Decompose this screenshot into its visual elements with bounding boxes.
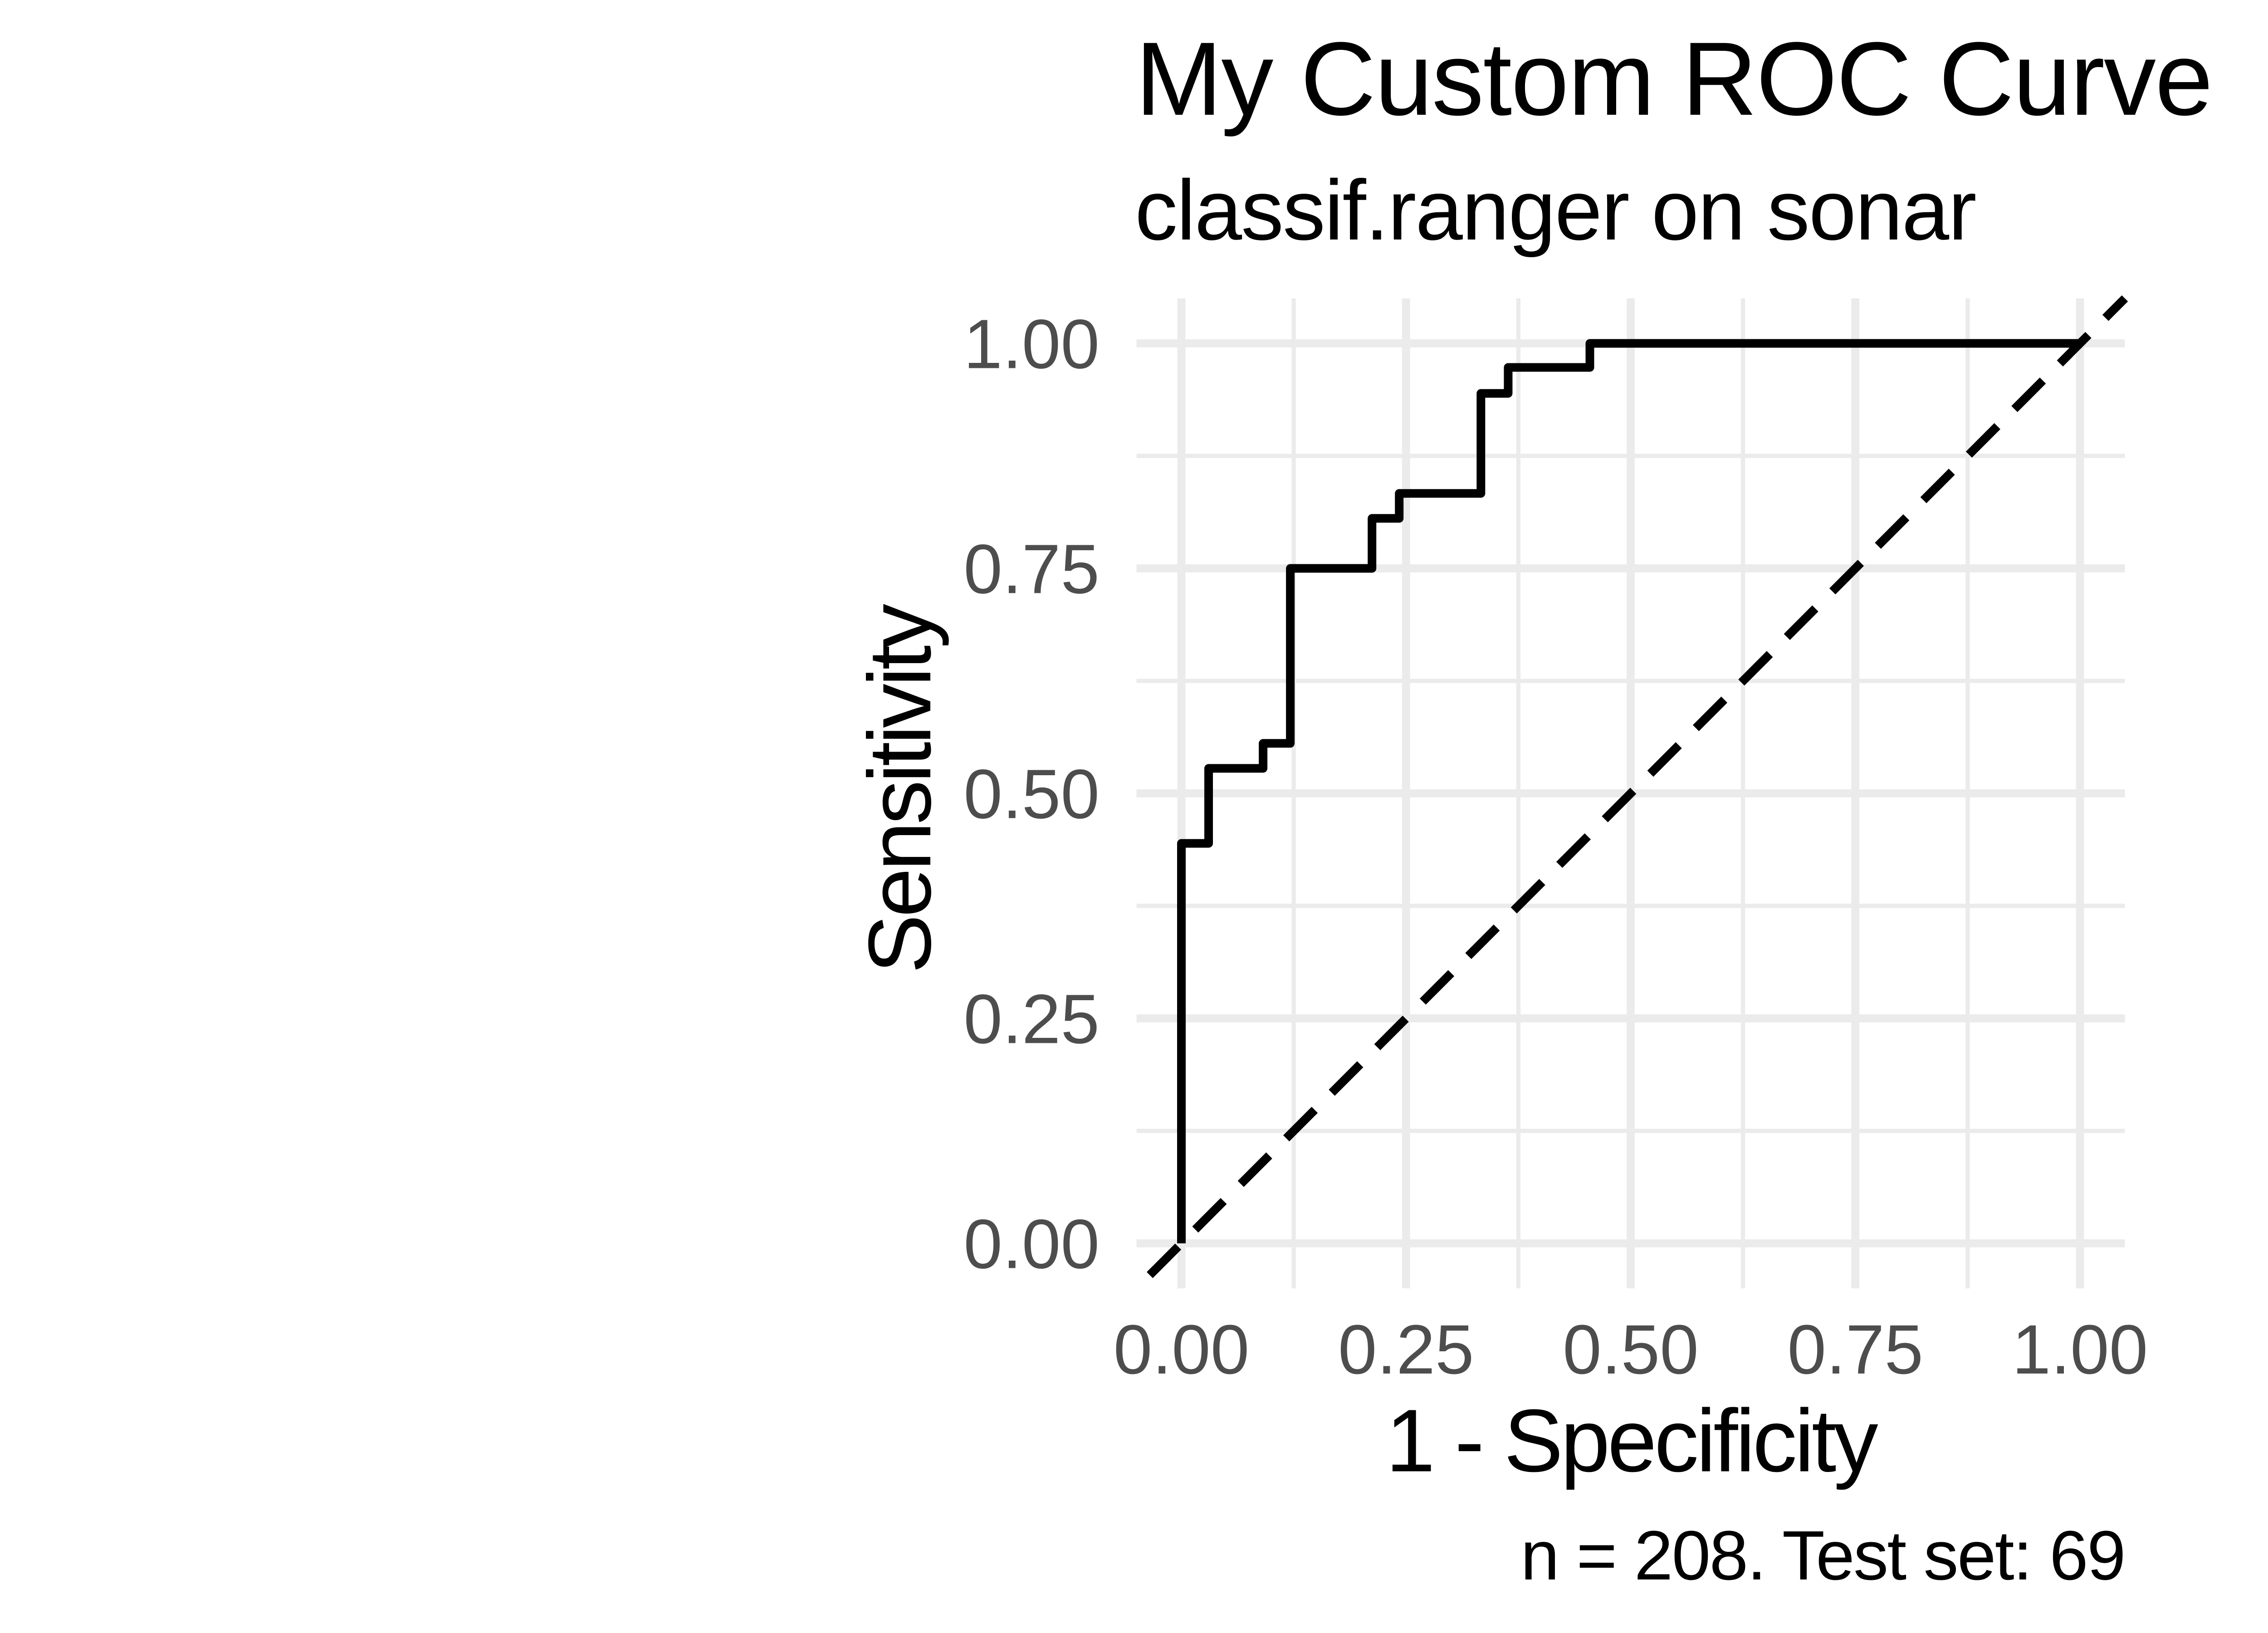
- svg-text:1.00: 1.00: [963, 305, 1100, 383]
- svg-text:classif.ranger on sonar: classif.ranger on sonar: [1135, 162, 1976, 258]
- svg-text:0.25: 0.25: [1338, 1310, 1474, 1389]
- svg-text:n = 208. Test set: 69: n = 208. Test set: 69: [1520, 1516, 2125, 1594]
- svg-text:1.00: 1.00: [2012, 1310, 2148, 1389]
- svg-text:0.25: 0.25: [963, 980, 1100, 1058]
- svg-text:0.50: 0.50: [1563, 1310, 1699, 1389]
- svg-text:0.75: 0.75: [1787, 1310, 1923, 1389]
- svg-text:0.00: 0.00: [963, 1205, 1100, 1283]
- svg-text:0.50: 0.50: [963, 755, 1100, 833]
- svg-text:My Custom ROC Curve: My Custom ROC Curve: [1135, 20, 2212, 137]
- svg-text:0.00: 0.00: [1114, 1310, 1250, 1389]
- svg-text:0.75: 0.75: [963, 530, 1100, 608]
- svg-text:Sensitivity: Sensitivity: [850, 604, 949, 973]
- svg-text:1 - Specificity: 1 - Specificity: [1386, 1391, 1878, 1491]
